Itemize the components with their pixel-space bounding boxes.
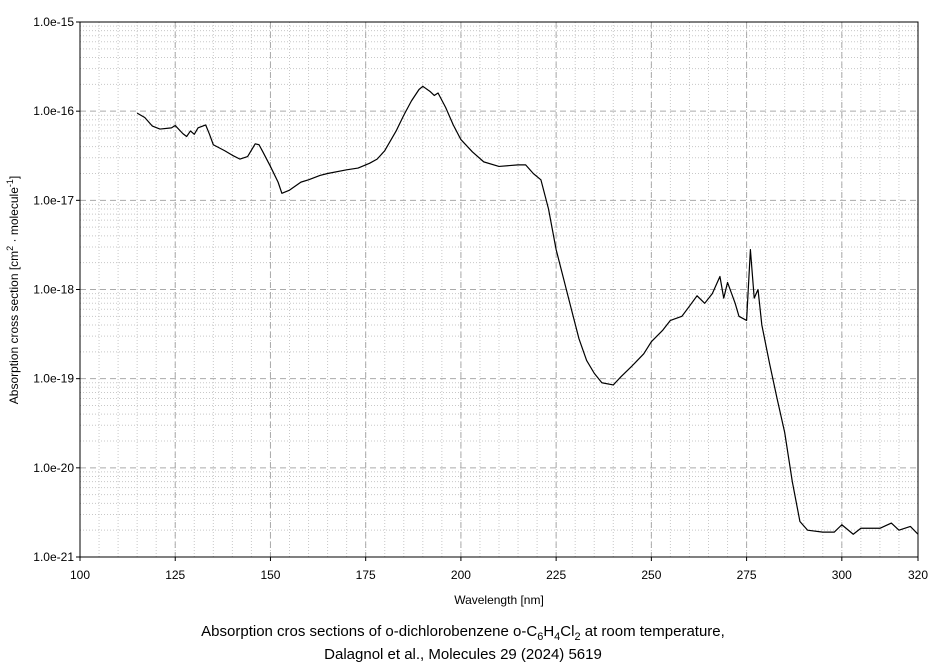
text-part: ] <box>7 176 21 179</box>
x-tick-label: 100 <box>70 568 90 582</box>
x-tick-label: 200 <box>451 568 471 582</box>
superscript: -1 <box>5 179 15 187</box>
y-tick-label: 1.0e-16 <box>33 104 74 118</box>
y-tick-label: 1.0e-15 <box>33 15 74 29</box>
y-tick-label: 1.0e-21 <box>33 550 74 564</box>
x-tick-label: 250 <box>641 568 661 582</box>
text-part: Absorption cross section [cm <box>7 251 21 404</box>
text-part: H <box>543 623 554 640</box>
subscript: 2 <box>574 631 580 643</box>
grid <box>79 21 919 558</box>
x-tick-label: 150 <box>260 568 280 582</box>
caption: Absorption cros sections of o-dichlorobe… <box>201 623 725 643</box>
y-axis-label: Absorption cross section [cm2 · molecule… <box>5 176 21 404</box>
text-part: Cl <box>560 623 574 640</box>
caption: Dalagnol et al., Molecules 29 (2024) 561… <box>324 646 602 663</box>
superscript: 2 <box>5 246 15 251</box>
data-line <box>136 85 919 535</box>
text-part: Absorption cros sections of o-dichlorobe… <box>201 623 537 640</box>
subscript: 4 <box>554 631 560 643</box>
x-tick-label: 175 <box>356 568 376 582</box>
x-tick-label: 125 <box>165 568 185 582</box>
y-tick-label: 1.0e-18 <box>33 283 74 297</box>
text-part: · molecule <box>7 187 21 246</box>
y-tick-label: 1.0e-17 <box>33 193 74 207</box>
x-tick-label: 300 <box>832 568 852 582</box>
subscript: 6 <box>537 631 543 643</box>
text-part: at room temperature, <box>581 623 725 640</box>
x-tick-label: 275 <box>737 568 757 582</box>
x-tick-label: 320 <box>908 568 928 582</box>
y-tick-label: 1.0e-19 <box>33 372 74 386</box>
x-axis-label: Wavelength [nm] <box>454 593 544 607</box>
x-tick-label: 225 <box>546 568 566 582</box>
y-tick-label: 1.0e-20 <box>33 461 74 475</box>
